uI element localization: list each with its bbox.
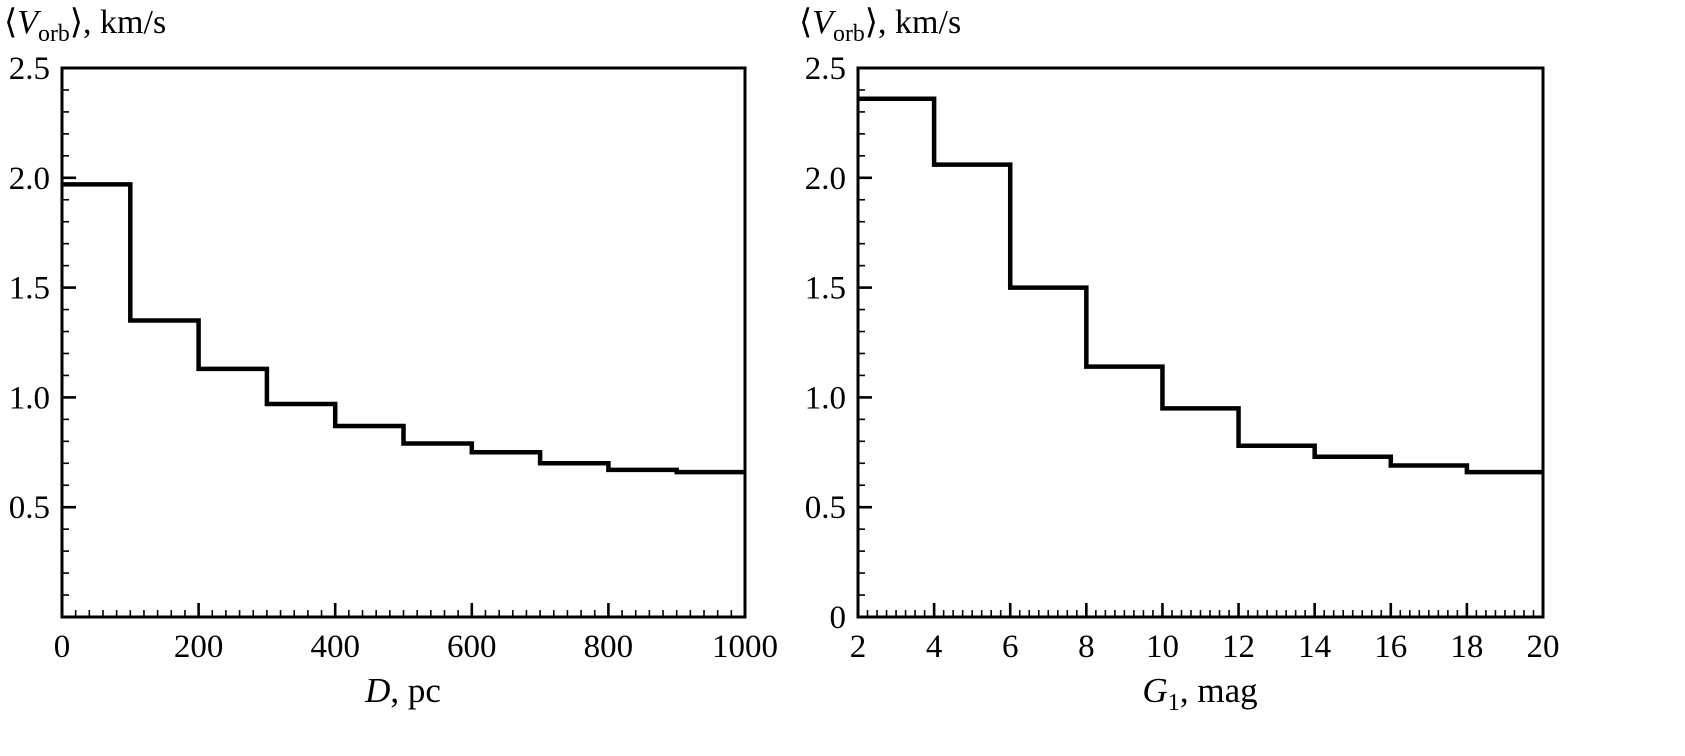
y-tick-label: 2.0	[805, 161, 846, 197]
y-tick-label: 0	[830, 600, 847, 636]
angle-close-units: ⟩, km/s	[864, 4, 962, 41]
title-variable: V	[812, 4, 834, 41]
chart-panel-0: 0 200 400 600 800 1000 0.5 1.0 1.5 2.0 2.5	[9, 51, 778, 665]
x-tick-label: 1000	[712, 629, 778, 665]
title-variable: V	[17, 4, 39, 41]
x-tick-label: 0	[54, 629, 71, 665]
y-minor-ticks	[858, 89, 865, 596]
xlabel-variable: D	[365, 671, 391, 710]
x-tick-label: 200	[174, 629, 224, 665]
x-tick-label: 12	[1222, 629, 1255, 665]
axis-frame	[60, 66, 747, 619]
axis-frame	[856, 66, 1545, 619]
xlabel-units: , mag	[1179, 671, 1258, 710]
y-tick-label: 0.5	[805, 490, 846, 526]
x-tick-label: 14	[1298, 629, 1331, 665]
x-tick-label: 18	[1450, 629, 1483, 665]
chart-panel-1: 2 4 6 8 10 12 14 16 18 20 0 0.5 1.0 1.5 2.0 2.5	[805, 51, 1560, 665]
y-tick-label: 0.5	[9, 490, 50, 526]
y-tick-label: 1.5	[9, 271, 50, 307]
left-xaxis-label: D, pc	[365, 671, 441, 711]
x-tick-label: 6	[1002, 629, 1019, 665]
y-minor-ticks	[62, 89, 69, 596]
x-tick-label: 16	[1374, 629, 1407, 665]
y-tick-label: 2.5	[805, 51, 846, 87]
y-major-ticks: 0 0.5 1.0 1.5 2.0 2.5	[805, 51, 872, 636]
angle-open: ⟨	[799, 4, 813, 41]
x-tick-label: 20	[1527, 629, 1560, 665]
x-tick-label: 4	[926, 629, 943, 665]
xlabel-subscript: 1	[1167, 689, 1180, 716]
x-minor-ticks	[74, 610, 733, 617]
x-major-ticks: 0 200 400 600 800 1000	[54, 603, 778, 665]
x-tick-label: 2	[850, 629, 867, 665]
x-tick-label: 800	[584, 629, 634, 665]
x-major-ticks: 2 4 6 8 10 12 14 16 18 20	[850, 603, 1560, 665]
x-tick-label: 400	[310, 629, 360, 665]
y-tick-label: 2.5	[9, 51, 50, 87]
step-line	[62, 182, 745, 475]
step-line	[858, 96, 1543, 475]
xlabel-units: , pc	[390, 671, 441, 710]
y-tick-label: 2.0	[9, 161, 50, 197]
angle-close-units: ⟩, km/s	[69, 4, 167, 41]
title-subscript: orb	[833, 20, 865, 47]
x-tick-label: 10	[1146, 629, 1179, 665]
x-tick-label: 8	[1078, 629, 1095, 665]
angle-open: ⟨	[4, 4, 18, 41]
left-chart-title: ⟨Vorb⟩, km/s	[4, 4, 167, 46]
x-tick-label: 600	[447, 629, 497, 665]
xlabel-variable: G	[1142, 671, 1168, 710]
y-tick-label: 1.5	[805, 271, 846, 307]
right-xaxis-label: G1, mag	[1142, 671, 1258, 715]
title-subscript: orb	[38, 20, 70, 47]
y-tick-label: 1.0	[9, 380, 50, 416]
right-chart-title: ⟨Vorb⟩, km/s	[799, 4, 962, 46]
y-major-ticks: 0.5 1.0 1.5 2.0 2.5	[9, 51, 76, 619]
x-minor-ticks	[866, 610, 1535, 617]
y-tick-label: 1.0	[805, 380, 846, 416]
